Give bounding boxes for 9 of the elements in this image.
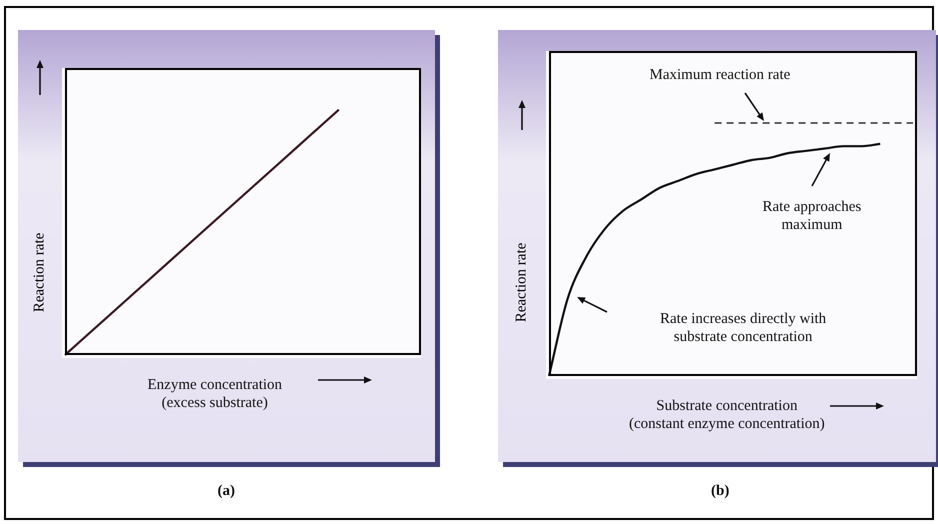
text: (b) (711, 482, 730, 500)
y-axis-title: Reaction rate (31, 232, 48, 312)
annotation: Rate approaches maximum (762, 198, 862, 234)
y-axis-title: Reaction rate (513, 242, 530, 322)
x-axis-title: Enzyme concentration (excess substrate) (148, 376, 282, 412)
x-axis-title: Substrate concentration (constant enzyme concentration) (629, 397, 825, 433)
text: (a) (218, 482, 235, 500)
annotation: Rate increases directly with substrate concentration (660, 310, 826, 346)
ref-line-label: Maximum reaction rate (650, 66, 790, 84)
